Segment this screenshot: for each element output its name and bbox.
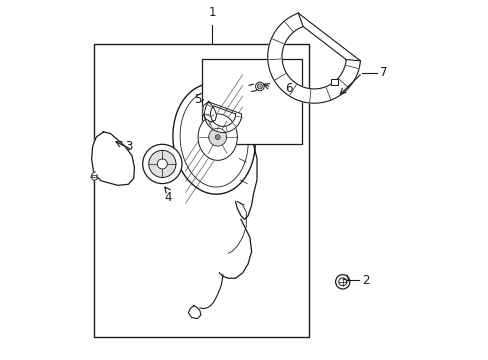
Polygon shape [91,132,134,185]
Polygon shape [267,13,360,103]
Text: 5: 5 [194,93,202,106]
Polygon shape [91,172,97,181]
Polygon shape [173,84,255,194]
Circle shape [335,275,349,289]
Circle shape [148,150,176,177]
Text: 1: 1 [208,6,216,19]
Circle shape [257,84,262,89]
Bar [94,44,308,337]
Text: 4: 4 [163,192,171,204]
Bar [201,59,301,144]
Polygon shape [208,128,226,146]
Polygon shape [198,114,237,160]
Bar [92,175,96,177]
Text: 3: 3 [124,140,132,153]
Polygon shape [202,102,216,122]
Circle shape [157,159,167,169]
Circle shape [255,82,264,91]
Polygon shape [204,102,241,132]
Polygon shape [188,306,201,319]
Bar [330,78,337,85]
Circle shape [215,135,220,140]
Text: 6: 6 [285,82,292,95]
Text: 2: 2 [362,274,369,287]
Circle shape [338,278,346,286]
Circle shape [142,144,182,184]
Text: 7: 7 [380,66,387,79]
